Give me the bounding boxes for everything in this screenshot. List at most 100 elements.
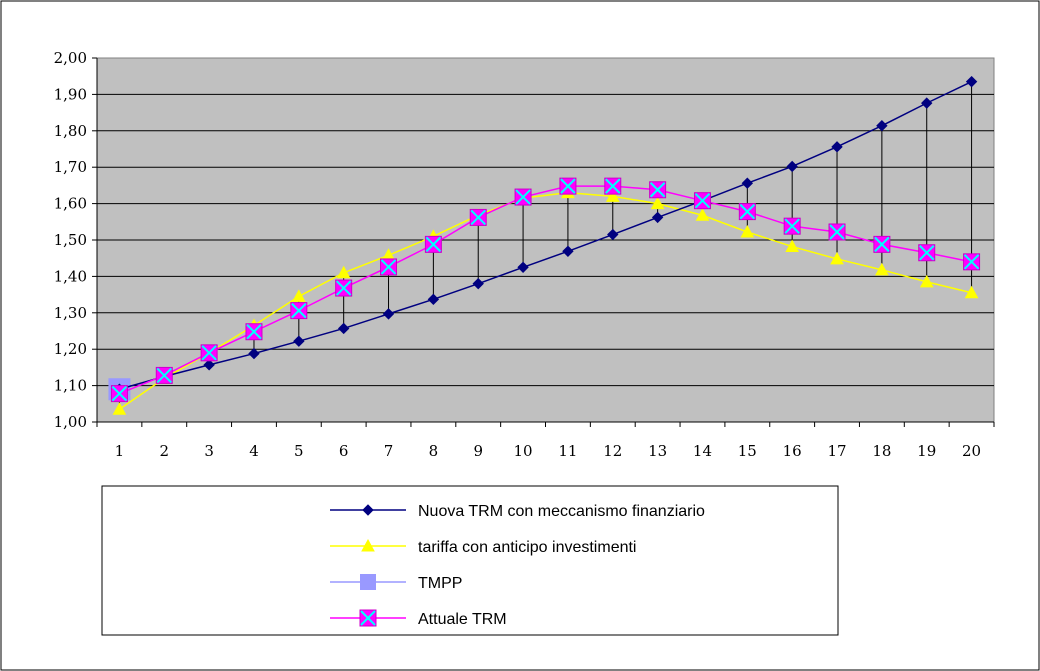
data-point [607,228,619,241]
x-tick-label: 19 [917,442,936,460]
legend-marker [361,538,375,552]
data-point [517,261,529,274]
data-point [918,244,936,262]
legend-label: tariffa con anticipo investimenti [418,539,636,556]
y-tick-label: 1,10 [54,377,87,395]
data-point [741,177,754,189]
marker-cross [560,178,576,194]
series-group [108,75,981,415]
marker-cross [291,302,307,319]
data-point [919,274,934,288]
legend-marker [359,609,377,627]
data-point [248,347,260,360]
series-line [119,80,972,390]
y-tick-label: 1,70 [54,158,87,176]
marker-cross [246,324,262,340]
data-point [785,239,800,253]
series-0 [113,75,978,395]
y-tick-label: 1,80 [54,122,87,140]
x-tick-label: 8 [429,442,439,460]
marker-cross [515,189,531,205]
data-point [605,189,620,202]
data-point [828,223,846,241]
legend-entry: Attuale TRM [330,609,507,628]
y-tick-label: 1,00 [54,413,87,431]
legend-marker [360,574,376,590]
x-tick-label: 12 [603,442,622,460]
x-tick-label: 9 [473,442,483,460]
marker-cross [874,236,890,253]
data-point [876,119,888,132]
data-point [649,181,667,199]
data-point [963,253,981,271]
legend-label: TMPP [418,575,462,592]
marker-cross [470,209,486,226]
marker-cross [963,254,980,270]
data-point [559,177,577,195]
y-tick-label: 2,00 [54,49,87,67]
data-point [873,235,891,253]
x-tick-label: 6 [339,442,349,460]
x-tick-label: 4 [249,442,259,460]
x-tick-label: 10 [514,442,533,460]
data-point [830,251,844,265]
data-point [604,177,622,195]
data-point [427,293,440,306]
data-point [693,192,711,210]
x-tick-label: 3 [204,442,214,460]
x-tick-label: 14 [693,442,712,460]
data-point [290,302,308,320]
legend-box [101,485,839,636]
legend-label: Attuale TRM [418,611,507,628]
x-tick-label: 16 [783,442,802,460]
data-point [921,97,933,109]
data-point [335,279,353,297]
legend-entry: tariffa con anticipo investimenti [330,538,636,556]
marker-cross [784,218,800,234]
marker-cross [739,203,756,220]
legend: Nuova TRM con meccanismo finanziario tari… [101,485,839,636]
data-point [650,196,665,210]
marker-cross [649,182,666,198]
data-point [783,217,801,235]
data-point [695,208,710,221]
y-tick-label: 1,90 [54,85,87,103]
data-point [964,285,979,299]
series-3 [110,177,981,403]
data-point [831,141,843,153]
data-point [110,385,128,403]
marker-cross [919,245,935,261]
x-tick-label: 7 [384,442,394,460]
data-point [472,277,484,290]
legend-marker [362,504,374,516]
data-point [424,235,442,253]
x-tick-label: 5 [294,442,304,460]
legend-entry: Nuova TRM con meccanismo finanziario [330,503,705,520]
data-point [291,289,306,302]
data-point [293,335,305,347]
data-point [112,402,127,415]
marker-cross [380,259,397,275]
axes: 1,00 1,10 1,20 1,30 1,40 1,50 1,60 1,70 1,80 1,90… [54,49,995,460]
data-point [203,359,215,371]
x-tick-label: 1 [115,442,125,460]
x-tick-label: 11 [558,442,577,460]
y-tick-label: 1,60 [54,195,87,213]
data-point [380,258,398,276]
x-tick-label: 13 [648,442,667,460]
marker-cross [360,610,376,626]
series-line [118,191,972,410]
y-tick-label: 1,30 [54,304,87,322]
x-tick-label: 18 [872,442,891,460]
data-point [155,366,173,384]
data-point [965,75,978,88]
marker-cross [425,236,442,253]
data-point [245,323,263,341]
data-point [738,203,756,221]
marker-cross [694,192,711,209]
marker-cross [156,367,172,384]
x-tick-label: 17 [827,442,846,460]
data-point [651,211,664,224]
